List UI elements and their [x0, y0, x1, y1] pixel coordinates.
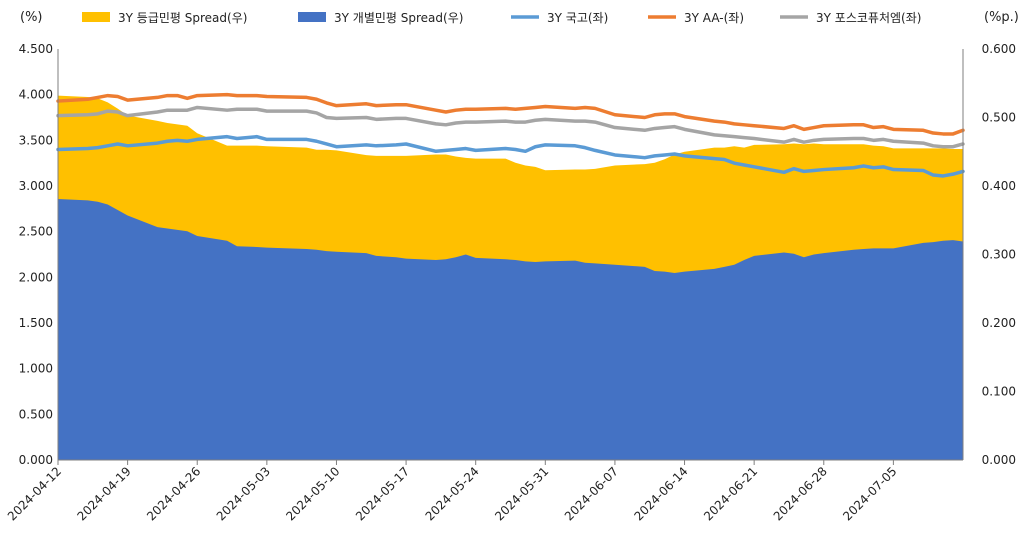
x-tick-label: 2024-07-05	[840, 464, 899, 523]
right-tick-label: 0.200	[982, 316, 1016, 330]
left-tick-label: 3.500	[19, 133, 53, 147]
legend-label: 3Y 포스코퓨처엠(좌)	[816, 11, 921, 25]
left-tick-label: 0.000	[19, 453, 53, 467]
left-axis-unit: (%)	[20, 10, 43, 25]
x-tick-label: 2024-05-17	[353, 464, 412, 523]
x-tick-label: 2024-06-21	[701, 464, 760, 523]
x-tick-label: 2024-05-31	[492, 464, 551, 523]
left-tick-label: 2.500	[19, 225, 53, 239]
area-series-group	[58, 95, 963, 460]
left-tick-label: 4.000	[19, 88, 53, 102]
legend-label: 3Y 국고(좌)	[547, 11, 608, 25]
right-axis-unit: (%p.)	[984, 10, 1019, 25]
x-tick-label: 2024-04-12	[5, 464, 64, 523]
x-tick-label: 2024-04-19	[75, 464, 134, 523]
series-4-3y-aa-line	[56, 92, 965, 136]
legend-swatch	[298, 12, 326, 22]
left-tick-label: 1.000	[19, 362, 53, 376]
legend-item-2: 3Y 개별민평 Spread(우)	[298, 11, 463, 25]
right-tick-label: 0.000	[982, 453, 1016, 467]
series-5-3y-line	[56, 105, 965, 149]
x-tick-label: 2024-06-28	[771, 464, 830, 523]
legend-label: 3Y 개별민평 Spread(우)	[334, 11, 463, 25]
x-tick-label: 2024-06-07	[562, 464, 621, 523]
legend-item-3: 3Y 국고(좌)	[511, 11, 608, 25]
x-tick-label: 2024-06-14	[631, 464, 690, 523]
right-tick-label: 0.400	[982, 179, 1016, 193]
left-tick-label: 1.500	[19, 316, 53, 330]
legend-label: 3Y AA-(좌)	[684, 11, 744, 25]
right-tick-label: 0.100	[982, 385, 1016, 399]
right-tick-label: 0.500	[982, 111, 1016, 125]
legend-item-5: 3Y 포스코퓨처엠(좌)	[780, 11, 921, 25]
series-2-3y-spread-area	[58, 199, 963, 460]
series-3-3y-line	[56, 134, 965, 178]
x-tick-label: 2024-05-10	[283, 464, 342, 523]
left-tick-label: 0.500	[19, 407, 53, 421]
left-tick-label: 3.000	[19, 179, 53, 193]
line-series-group	[56, 92, 965, 178]
legend: 3Y 등급민평 Spread(우) 3Y 개별민평 Spread(우) 3Y 국고(…	[82, 11, 921, 25]
legend-item-4: 3Y AA-(좌)	[648, 11, 744, 25]
right-tick-label: 0.600	[982, 42, 1016, 56]
x-tick-label: 2024-04-26	[144, 464, 203, 523]
left-tick-label: 2.000	[19, 270, 53, 284]
left-tick-label: 4.500	[19, 42, 53, 56]
x-tick-label: 2024-05-03	[214, 464, 273, 523]
legend-label: 3Y 등급민평 Spread(우)	[118, 11, 247, 25]
legend-item-1: 3Y 등급민평 Spread(우)	[82, 11, 247, 25]
right-tick-label: 0.300	[982, 248, 1016, 262]
legend-swatch	[82, 12, 110, 22]
x-tick-label: 2024-05-24	[423, 464, 482, 523]
